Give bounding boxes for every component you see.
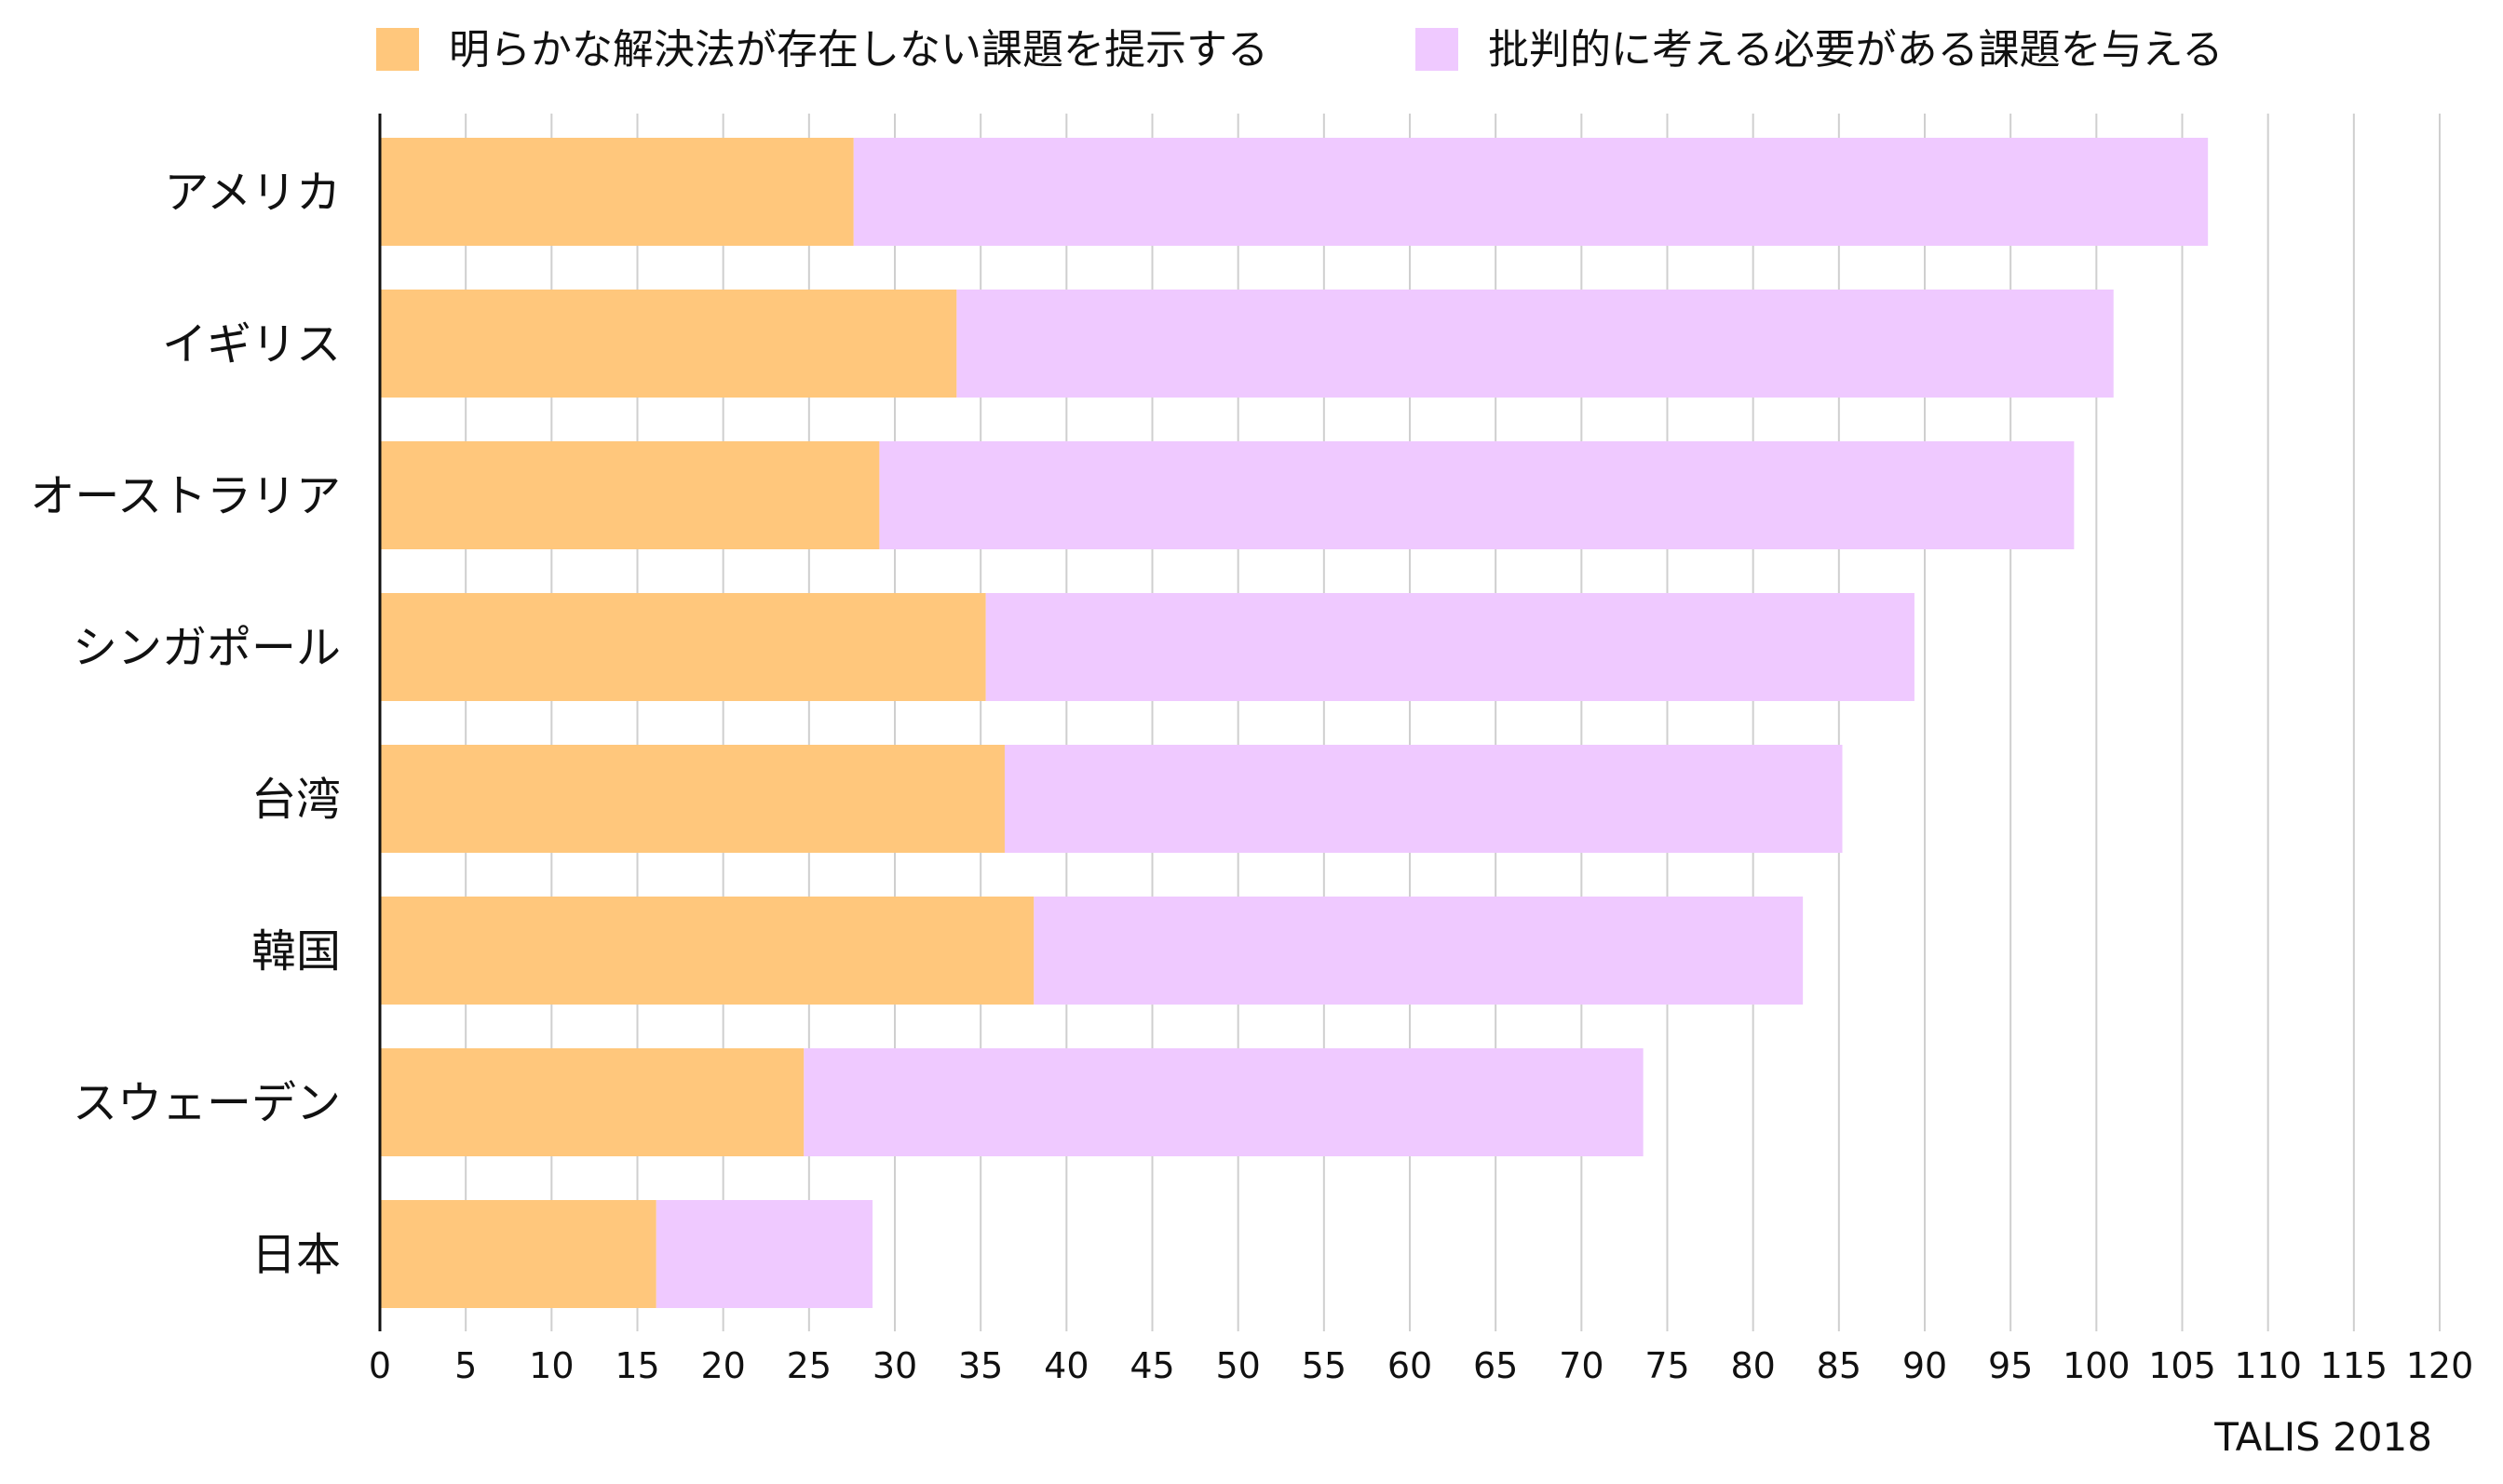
category-label-4: シンガポール — [73, 622, 341, 674]
bar-2-series-2 — [956, 290, 2114, 398]
x-tick-label-5: 5 — [454, 1345, 477, 1386]
x-axis-tick-labels: 0 5 10 15 20 25 30 35 40 45 50 55 60 65 70 75 80 85 90 95 10… — [369, 1345, 2473, 1386]
x-tick-label-20: 20 — [700, 1345, 745, 1386]
x-tick-label-95: 95 — [1988, 1345, 2033, 1386]
category-label-1: アメリカ — [164, 167, 341, 219]
x-tick-label-100: 100 — [2063, 1345, 2131, 1386]
bar-3-series-1 — [380, 441, 880, 549]
x-tick-label-15: 15 — [615, 1345, 659, 1386]
bar-7-series-2 — [804, 1048, 1644, 1156]
source-note: TALIS 2018 — [2213, 1414, 2432, 1460]
category-label-6: 韓国 — [251, 925, 341, 978]
legend-label-1: 明らかな解決法が存在しない課題を提示する — [449, 26, 1268, 74]
bar-2-series-1 — [380, 290, 957, 398]
x-tick-label-120: 120 — [2406, 1345, 2474, 1386]
bar-6-series-2 — [1034, 897, 1804, 1005]
x-tick-label-105: 105 — [2148, 1345, 2216, 1386]
category-label-3: オーストラリア — [30, 470, 341, 522]
bar-8-series-1 — [380, 1200, 656, 1308]
x-tick-label-90: 90 — [1902, 1345, 1947, 1386]
bar-6-series-1 — [380, 897, 1035, 1005]
bar-1-series-2 — [853, 138, 2209, 246]
x-tick-label-45: 45 — [1130, 1345, 1174, 1386]
x-tick-label-40: 40 — [1044, 1345, 1089, 1386]
bar-5-series-1 — [380, 745, 1005, 853]
bar-4-series-1 — [380, 593, 986, 701]
x-tick-label-30: 30 — [873, 1345, 917, 1386]
x-tick-label-25: 25 — [787, 1345, 832, 1386]
legend-label-2: 批判的に考える必要がある課題を与える — [1488, 26, 2223, 74]
x-tick-label-65: 65 — [1473, 1345, 1518, 1386]
x-tick-label-70: 70 — [1559, 1345, 1603, 1386]
bar-3-series-2 — [879, 441, 2075, 549]
bar-7-series-1 — [380, 1048, 805, 1156]
category-label-5: 台湾 — [251, 774, 341, 826]
x-tick-label-60: 60 — [1387, 1345, 1432, 1386]
bar-5-series-2 — [1004, 745, 1843, 853]
x-tick-label-110: 110 — [2234, 1345, 2302, 1386]
x-tick-label-50: 50 — [1215, 1345, 1260, 1386]
x-tick-label-35: 35 — [958, 1345, 1003, 1386]
legend-swatch-2 — [1415, 28, 1458, 71]
x-tick-label-55: 55 — [1302, 1345, 1346, 1386]
bar-8-series-2 — [656, 1200, 873, 1308]
x-tick-label-10: 10 — [529, 1345, 574, 1386]
bars — [380, 138, 2209, 1308]
category-label-2: イギリス — [162, 318, 341, 371]
x-tick-label-85: 85 — [1817, 1345, 1861, 1386]
x-tick-label-115: 115 — [2320, 1345, 2388, 1386]
category-label-8: 日本 — [251, 1229, 341, 1281]
x-tick-label-0: 0 — [369, 1345, 391, 1386]
x-tick-label-75: 75 — [1644, 1345, 1689, 1386]
bar-1-series-1 — [380, 138, 854, 246]
bar-4-series-2 — [985, 593, 1914, 701]
category-label-7: スウェーデン — [73, 1077, 341, 1129]
legend: 明らかな解決法が存在しない課題を提示する 批判的に考える必要がある課題を与える — [376, 26, 2223, 74]
legend-swatch-1 — [376, 28, 419, 71]
x-tick-label-80: 80 — [1730, 1345, 1775, 1386]
